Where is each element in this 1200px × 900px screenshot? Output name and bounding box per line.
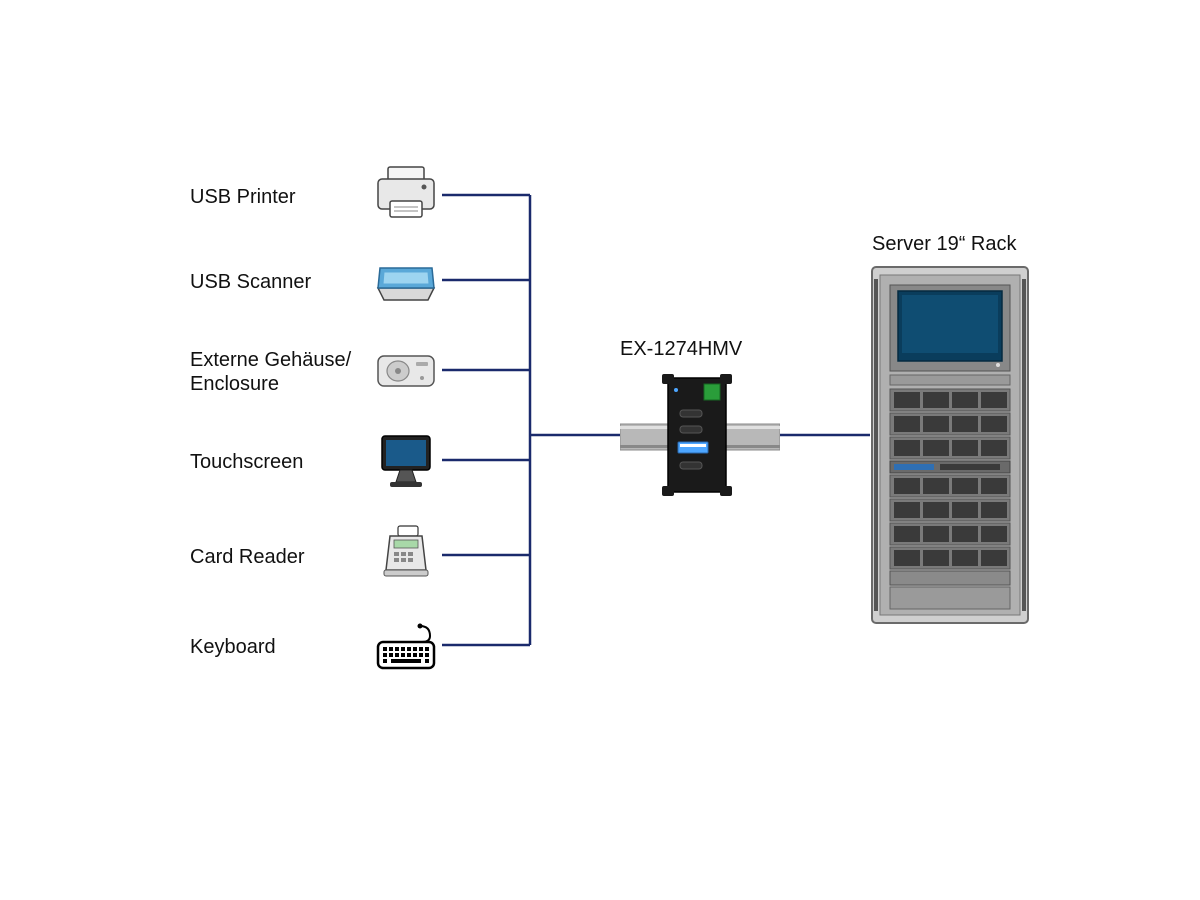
- device-label-printer: USB Printer: [190, 185, 296, 209]
- scanner-icon: [370, 250, 442, 310]
- device-label-scanner: USB Scanner: [190, 270, 311, 294]
- hard-drive-enclosure-icon: [370, 340, 442, 400]
- card-reader-terminal-icon: [370, 522, 442, 582]
- usb-hub-topology-diagram: USB Printer USB Scanner Externe Gehäuse/…: [0, 0, 1200, 900]
- keyboard-icon: [370, 618, 442, 678]
- touchscreen-monitor-icon: [370, 428, 442, 488]
- server-rack-label: Server 19“ Rack: [872, 233, 1017, 256]
- device-label-keyboard: Keyboard: [190, 635, 276, 659]
- device-label-touchscreen: Touchscreen: [190, 450, 303, 474]
- server-rack-icon: [870, 265, 1030, 625]
- printer-icon: [370, 163, 442, 223]
- usb-hub-device-icon: [620, 370, 780, 500]
- device-label-enclosure: Externe Gehäuse/ Enclosure: [190, 348, 351, 396]
- hub-model-label: EX-1274HMV: [620, 338, 742, 361]
- device-label-cardreader: Card Reader: [190, 545, 305, 569]
